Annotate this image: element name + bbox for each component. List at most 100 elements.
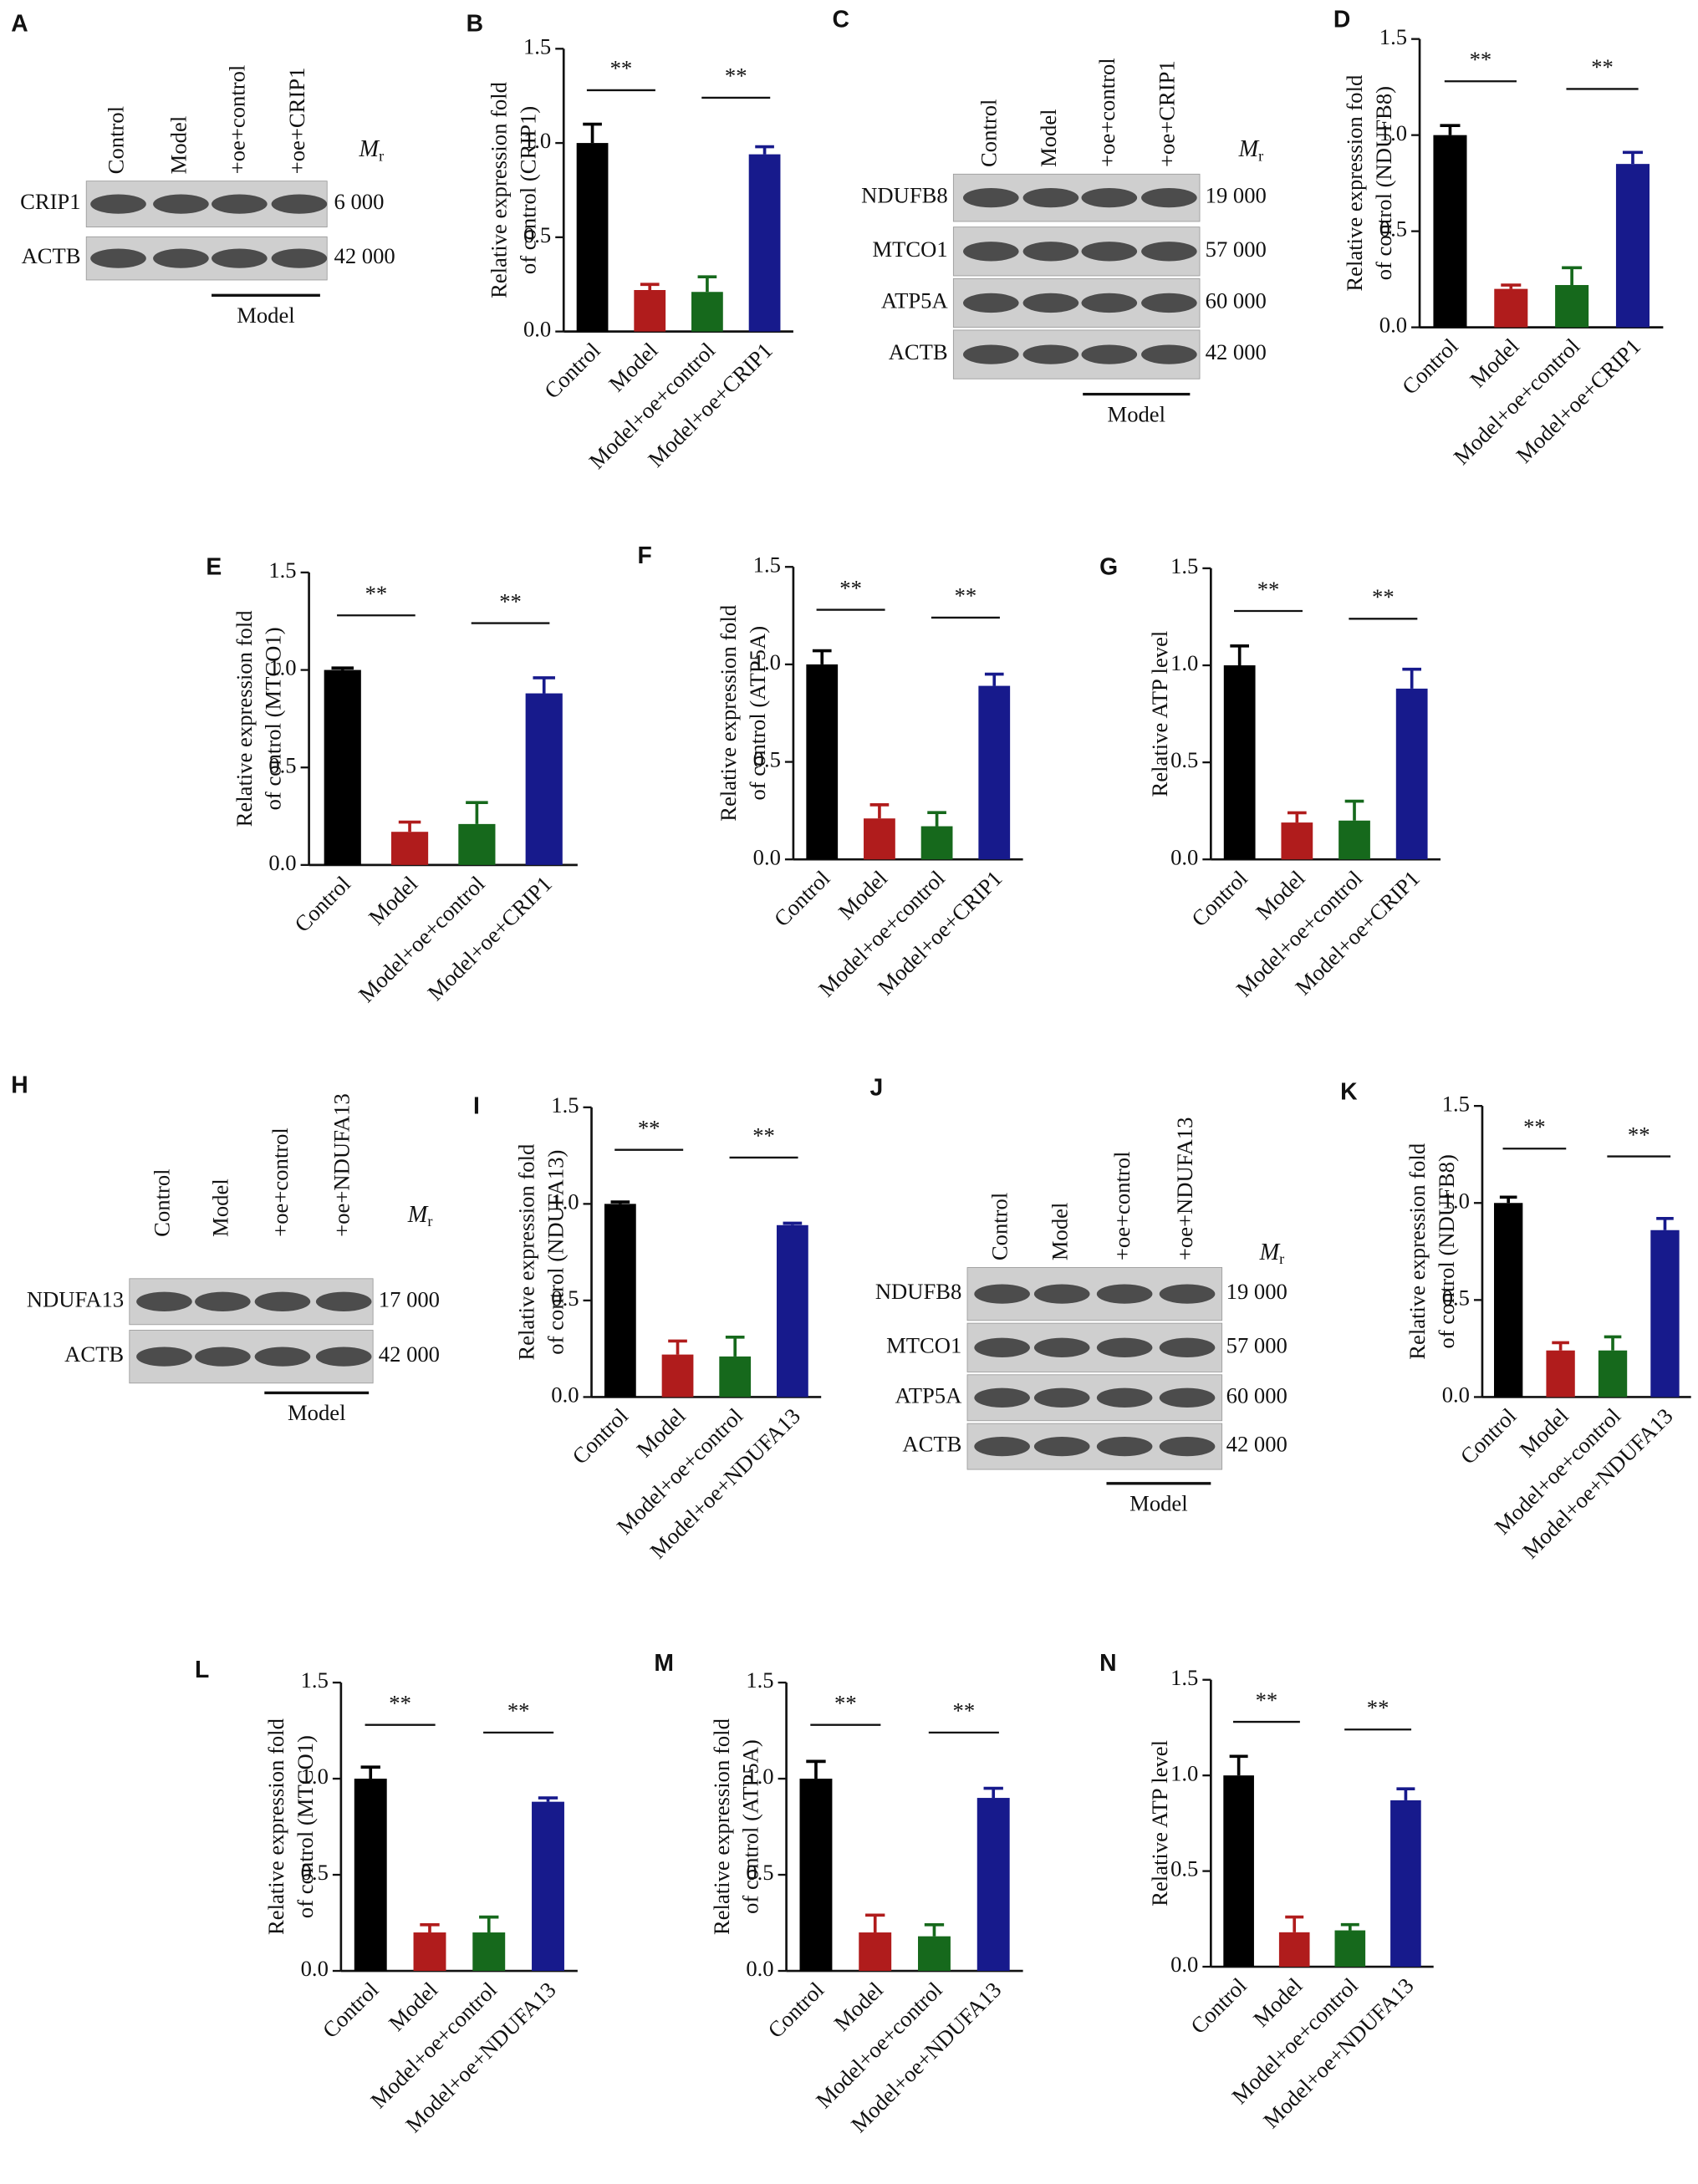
mr-subscript: r <box>427 1213 432 1229</box>
error-bar <box>1340 1922 1359 1931</box>
significance-label: ** <box>839 575 862 600</box>
lane-label: Model <box>1036 109 1061 167</box>
error-bar <box>583 122 602 144</box>
x-tick-label: Control <box>1186 1973 1252 2039</box>
bar <box>661 1354 694 1397</box>
lane-label: Control <box>150 1168 175 1236</box>
panel-letter: E <box>206 552 222 579</box>
weight-label: 57 000 <box>1226 1332 1288 1357</box>
panel-letter: J <box>869 1074 883 1101</box>
bar <box>1223 1775 1254 1968</box>
protein-label: ACTB <box>64 1341 124 1367</box>
error-bar <box>812 649 832 664</box>
bar <box>413 1932 446 1972</box>
mr-label: Mr <box>1259 1239 1285 1267</box>
bar <box>691 292 723 332</box>
error-bar <box>1396 1787 1415 1800</box>
error-bar <box>927 811 946 827</box>
y-axis-label: Relative ATP level <box>1147 1740 1172 1907</box>
bar <box>918 1936 951 1972</box>
weight-label: 42 000 <box>1206 339 1267 364</box>
mr-symbol: M <box>1238 135 1260 161</box>
blot-band <box>1096 1284 1153 1304</box>
bar <box>390 832 429 865</box>
y-tick-label: 0.0 <box>1379 313 1407 338</box>
bar <box>748 154 781 332</box>
blot-band <box>1081 344 1138 364</box>
y-tick-label: 0.5 <box>1379 216 1407 242</box>
error-bar <box>725 1335 745 1357</box>
weight-label: 42 000 <box>334 243 395 268</box>
y-tick-label: 1.0 <box>1442 1188 1470 1213</box>
blot-band <box>195 1347 251 1367</box>
y-tick-label: 0.5 <box>301 1860 329 1885</box>
y-tick-label: 1.0 <box>1170 650 1198 675</box>
protein-label: MTCO1 <box>886 1332 961 1357</box>
lane-label: +oe+CRIP1 <box>1155 60 1180 167</box>
panel-letter: A <box>11 9 28 36</box>
error-bar <box>1604 1335 1622 1351</box>
bar <box>1494 288 1528 328</box>
x-tick-label: Control <box>289 871 355 937</box>
weight-label: 42 000 <box>379 1341 440 1367</box>
protein-label: ACTB <box>902 1432 961 1457</box>
significance-label: ** <box>1372 584 1395 609</box>
mr-symbol: M <box>407 1201 429 1227</box>
error-bar <box>538 1796 558 1802</box>
blot-band <box>963 293 1019 313</box>
y-tick-label: 1.5 <box>753 552 781 577</box>
bar <box>472 1932 506 1972</box>
panel-letter: M <box>654 1649 674 1676</box>
significance-label: ** <box>1591 54 1614 79</box>
blot-band <box>963 242 1019 262</box>
panel-letter: C <box>833 5 849 32</box>
protein-label: MTCO1 <box>872 237 947 262</box>
group-label: Model <box>288 1400 345 1425</box>
bar <box>1334 1930 1366 1968</box>
blot-band <box>1033 1284 1090 1304</box>
significance-label: ** <box>389 1690 411 1715</box>
y-tick-label: 1.5 <box>301 1667 329 1693</box>
y-axis-label: Relative expression fold <box>1405 1143 1430 1360</box>
y-tick-label: 1.0 <box>753 649 781 675</box>
bar <box>1281 822 1313 860</box>
lane-label: +oe+NDUFA13 <box>329 1093 354 1237</box>
y-tick-label: 1.5 <box>551 1092 579 1117</box>
bar <box>864 818 895 860</box>
bar <box>719 1356 752 1397</box>
bar <box>1278 1932 1310 1968</box>
error-bar <box>331 666 354 670</box>
weight-label: 19 000 <box>1206 183 1267 208</box>
lane-label: Model <box>166 116 191 175</box>
bar <box>532 1801 564 1972</box>
panel-letter: K <box>1340 1078 1358 1105</box>
y-tick-label: 1.0 <box>301 1764 329 1789</box>
panel-letter: H <box>11 1071 28 1097</box>
lane-label: +oe+control <box>1109 1151 1135 1260</box>
y-tick-label: 1.5 <box>523 33 551 59</box>
blot-band <box>1159 1387 1216 1408</box>
blot-band <box>1159 1436 1216 1457</box>
y-tick-label: 0.5 <box>1170 747 1198 772</box>
blot-band <box>1159 1284 1216 1304</box>
y-tick-label: 0.5 <box>746 1860 773 1885</box>
bar <box>1650 1229 1680 1397</box>
significance-label: ** <box>752 1123 775 1148</box>
x-tick-label: Model <box>364 871 422 929</box>
blot-band <box>90 194 146 214</box>
protein-label: ACTB <box>889 339 948 364</box>
y-axis-label: Relative expression fold <box>709 1718 734 1935</box>
y-tick-label: 1.0 <box>746 1764 773 1789</box>
y-axis-label: of control (ATP5A) <box>745 626 770 801</box>
error-bar <box>360 1765 380 1779</box>
y-axis-label: Relative expression fold <box>716 605 741 822</box>
blot-band <box>1141 242 1197 262</box>
y-tick-label: 1.0 <box>551 1189 579 1214</box>
lane-label: Control <box>987 1193 1012 1260</box>
significance-label: ** <box>1523 1114 1546 1139</box>
mr-label: Mr <box>1238 135 1264 164</box>
blot-band <box>136 1347 192 1367</box>
x-tick-label: Model+oe+CRIP1 <box>422 871 557 1005</box>
bar <box>1598 1350 1628 1397</box>
blot-band <box>974 1387 1030 1408</box>
